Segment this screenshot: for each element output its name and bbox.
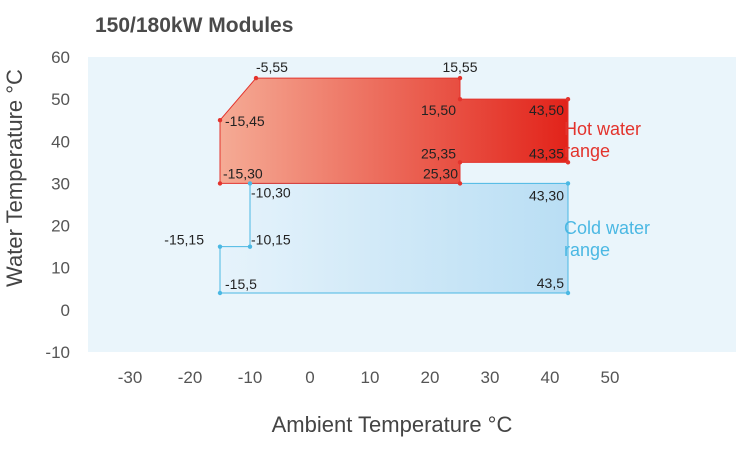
point-label: -15,15 (164, 232, 204, 248)
cold-water-point (247, 244, 253, 249)
hot-water-point (217, 181, 223, 186)
x-tick-label: -30 (118, 368, 143, 387)
y-axis-ticks: -10 0 10 20 30 40 50 60 (45, 48, 70, 362)
point-label: -15,5 (225, 276, 257, 292)
point-label: 25,30 (423, 165, 458, 181)
hot-water-point (565, 96, 571, 102)
legend-line: range (564, 240, 610, 260)
series-points (217, 75, 571, 296)
point-label: -5,55 (256, 59, 288, 75)
y-tick-label: 40 (51, 132, 70, 151)
point-label: -15,30 (223, 165, 263, 181)
x-tick-label: -20 (178, 368, 203, 387)
hot-water-point (217, 118, 223, 123)
y-axis-label: Water Temperature °C (2, 69, 27, 287)
legend-line: Cold water (564, 218, 650, 238)
point-label: 43,30 (529, 187, 564, 203)
legend-line: range (564, 141, 610, 161)
y-tick-label: 20 (51, 217, 70, 236)
point-label: 43,50 (529, 102, 564, 118)
legend-cold-water: Cold water range (564, 218, 650, 260)
point-label: -10,15 (251, 232, 291, 248)
point-label: -15,45 (225, 113, 265, 129)
cold-water-point (217, 290, 223, 296)
x-tick-label: 0 (305, 368, 314, 387)
point-labels: -5,55 15,55 -15,45 15,50 43,50 25,35 43,35 -15,… (164, 59, 564, 292)
hot-water-point (457, 160, 463, 165)
x-axis-label: Ambient Temperature °C (272, 412, 513, 437)
cold-water-point (217, 244, 223, 249)
hot-water-point (457, 181, 463, 186)
point-label: 25,35 (421, 145, 456, 161)
hot-water-point (457, 96, 463, 102)
cold-water-point (565, 290, 571, 296)
x-tick-label: 10 (361, 368, 380, 387)
hot-water-point (253, 75, 259, 81)
chart-title: 150/180kW Modules (95, 14, 293, 37)
point-label: 43,35 (529, 145, 564, 161)
y-tick-label: -10 (45, 343, 70, 362)
x-axis-ticks: -30 -20 -10 0 10 20 30 40 50 (118, 368, 620, 387)
cold-water-point (565, 181, 571, 186)
y-tick-label: 0 (61, 301, 70, 320)
x-tick-label: 20 (421, 368, 440, 387)
y-tick-label: 50 (51, 90, 70, 109)
hot-water-point (565, 160, 571, 165)
cold-water-point (247, 181, 253, 186)
point-label: -10,30 (251, 184, 291, 200)
x-tick-label: 40 (541, 368, 560, 387)
y-tick-label: 30 (51, 174, 70, 193)
x-tick-label: 50 (601, 368, 620, 387)
hot-water-point (457, 75, 463, 81)
legend-hot-water: Hot water range (564, 119, 641, 161)
hot-water-area (219, 77, 569, 184)
x-tick-label: -10 (238, 368, 263, 387)
point-label: 15,55 (442, 59, 477, 75)
legend-line: Hot water (564, 119, 641, 139)
x-tick-label: 30 (481, 368, 500, 387)
y-tick-label: 60 (51, 48, 70, 67)
y-tick-label: 10 (51, 259, 70, 278)
point-label: 15,50 (421, 102, 456, 118)
point-label: 43,5 (537, 275, 564, 291)
